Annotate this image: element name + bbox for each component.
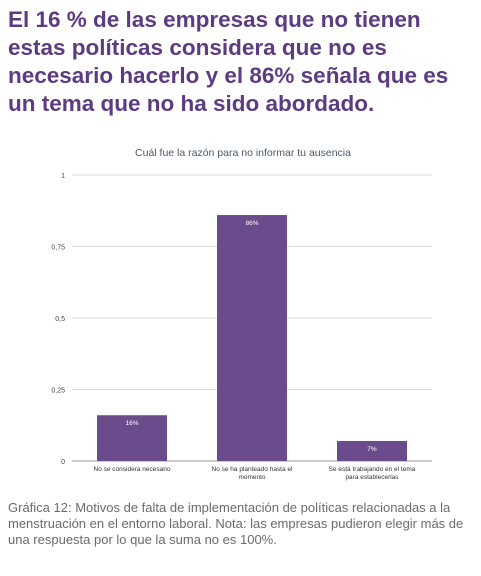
bar xyxy=(337,440,407,461)
y-tick-label: 0 xyxy=(61,459,65,466)
x-category-label: No se considera necesario xyxy=(94,466,171,473)
y-tick-label: 1 xyxy=(61,173,65,180)
y-tick-label: 0,25 xyxy=(51,388,65,395)
x-category-label: para establecerlas xyxy=(345,474,399,481)
chart-title: Cuál fue la razón para no informar tu au… xyxy=(135,147,351,159)
x-axis-labels: No se considera necesario No se ha plante… xyxy=(94,466,416,481)
bar-chart: Cuál fue la razón para no informar tu au… xyxy=(0,138,481,496)
headline: El 16 % de las empresas que no tienen es… xyxy=(8,7,449,116)
bars: 16% 86% 7% xyxy=(97,215,407,461)
bar xyxy=(97,415,167,461)
x-category-label: No se ha planteado hasta el xyxy=(212,466,294,473)
y-tick-label: 0,75 xyxy=(51,245,65,252)
figure-caption: Gráfica 12: Motivos de falta de implemen… xyxy=(8,500,464,547)
y-tick-label: 0,5 xyxy=(55,316,65,323)
x-category-label: momento xyxy=(238,474,265,481)
bar-data-label: 86% xyxy=(245,220,258,227)
x-category-label: Se está trabajando en el tema xyxy=(329,466,416,473)
bar-data-label: 16% xyxy=(125,420,138,427)
bar xyxy=(217,215,287,461)
y-axis-ticks: 0 0,25 0,5 0,75 1 xyxy=(51,173,65,466)
bar-chart-svg: Cuál fue la razón para no informar tu au… xyxy=(51,147,432,481)
bar-data-label: 7% xyxy=(367,446,377,453)
